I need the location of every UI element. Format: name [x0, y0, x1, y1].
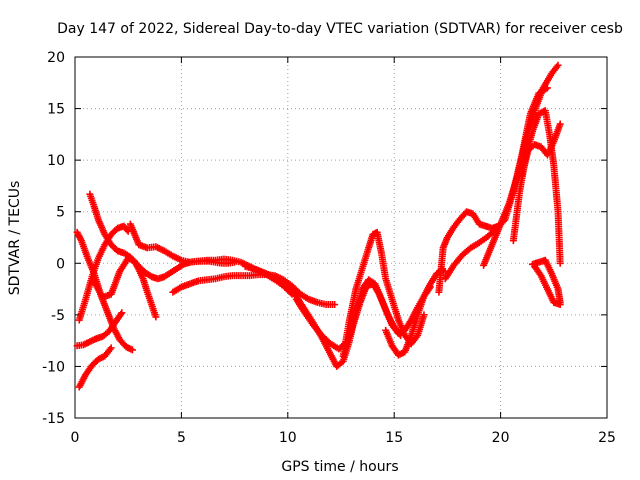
plot-frame [74, 56, 608, 419]
series-arc-2 [75, 222, 132, 324]
data-point [556, 120, 564, 128]
series-arc-3 [86, 190, 239, 283]
series-arc-12 [382, 267, 449, 359]
x-tick-label: 25 [598, 430, 616, 446]
data-point [420, 311, 428, 319]
data-point [118, 309, 126, 317]
series-arc-9 [241, 262, 405, 370]
grid-lines [75, 57, 607, 418]
chart-title: Day 147 of 2022, Sidereal Day-to-day VTE… [57, 21, 623, 37]
x-tick-label: 5 [177, 430, 186, 446]
x-tick-label: 15 [385, 430, 403, 446]
data-point [107, 344, 115, 352]
y-tick-label: 20 [47, 50, 65, 66]
x-axis-ticks: 0 5 10 15 20 25 [71, 57, 616, 446]
data-marks [73, 61, 564, 391]
y-tick-label: 15 [47, 102, 65, 118]
y-axis-label: SDTVAR / TECUs [7, 181, 23, 296]
data-point [556, 259, 564, 267]
y-tick-label: -10 [42, 359, 65, 375]
series-arc-7 [126, 220, 296, 298]
data-point [556, 301, 564, 309]
y-tick-label: -5 [51, 308, 65, 324]
data-point [554, 61, 562, 69]
series-arc-13 [435, 208, 502, 296]
y-tick-label: 0 [56, 256, 65, 272]
series-arc-19 [531, 262, 564, 309]
y-axis-ticks: -15 -10 -5 0 5 10 15 20 [42, 50, 607, 427]
x-axis-label: GPS time / hours [281, 459, 398, 475]
x-tick-label: 20 [492, 430, 510, 446]
x-tick-label: 0 [71, 430, 80, 446]
series-arc-6 [90, 254, 160, 321]
y-tick-label: 10 [47, 153, 65, 169]
series-arc-8 [169, 271, 339, 309]
data-point [152, 313, 160, 321]
series-arc-4 [73, 309, 126, 350]
y-tick-label: 5 [56, 205, 65, 221]
x-tick-label: 10 [279, 430, 297, 446]
data-point [331, 301, 339, 309]
series-arc-5 [75, 344, 115, 391]
series-arc-17 [518, 120, 564, 180]
y-tick-label: -15 [42, 411, 65, 427]
data-point [128, 346, 136, 354]
series-arc-11 [339, 228, 428, 360]
